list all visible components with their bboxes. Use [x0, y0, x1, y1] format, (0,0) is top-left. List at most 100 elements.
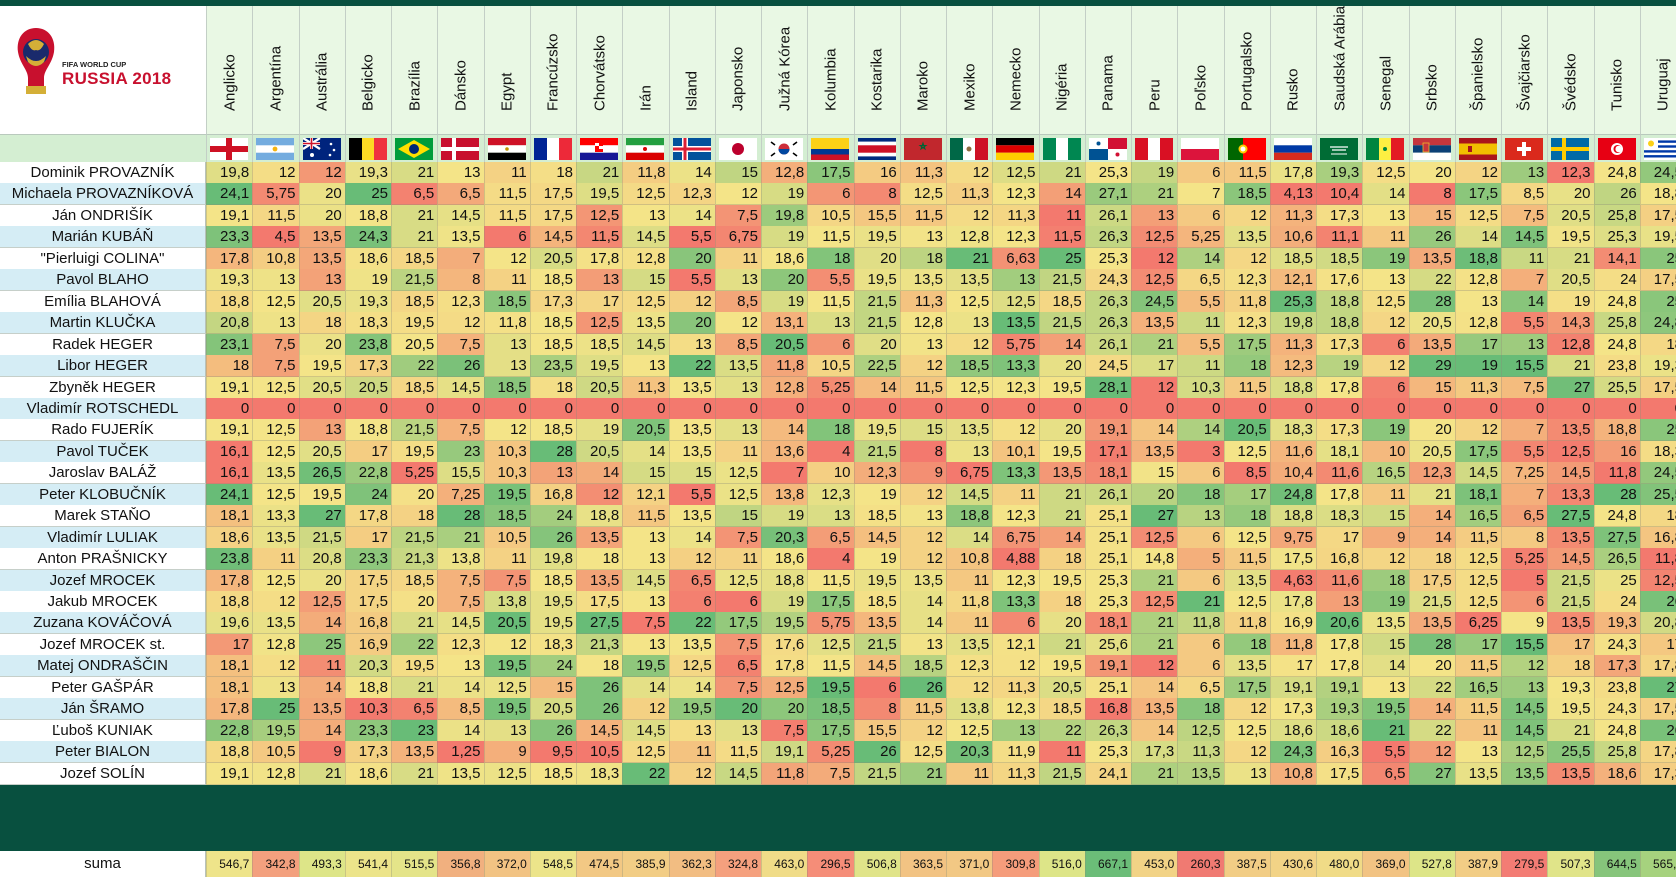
- score-cell[interactable]: 7,5: [714, 526, 761, 549]
- score-cell[interactable]: 13: [668, 333, 715, 356]
- score-cell[interactable]: 25,5: [1593, 376, 1640, 399]
- sum-cell[interactable]: 527,8: [1408, 851, 1455, 877]
- score-cell[interactable]: 13: [622, 204, 669, 227]
- score-cell[interactable]: 13,5: [437, 762, 484, 785]
- score-cell[interactable]: 21: [1547, 719, 1594, 742]
- score-cell[interactable]: 25,1: [1084, 548, 1131, 571]
- score-cell[interactable]: 12,5: [1454, 548, 1501, 571]
- score-cell[interactable]: 13: [576, 269, 623, 292]
- score-cell[interactable]: 11,3: [1454, 376, 1501, 399]
- score-cell[interactable]: 17,3: [1316, 204, 1363, 227]
- score-cell[interactable]: 6: [1177, 569, 1224, 592]
- score-cell[interactable]: 12,5: [252, 483, 299, 506]
- score-cell[interactable]: 20: [298, 183, 345, 206]
- score-cell[interactable]: 7,5: [483, 569, 530, 592]
- score-cell[interactable]: 12: [946, 204, 993, 227]
- score-cell[interactable]: 13: [252, 676, 299, 699]
- score-cell[interactable]: 13: [298, 269, 345, 292]
- score-cell[interactable]: 22: [391, 633, 438, 656]
- score-cell[interactable]: 21,5: [853, 290, 900, 313]
- score-cell[interactable]: 21,5: [853, 762, 900, 785]
- score-cell[interactable]: 25: [1639, 247, 1676, 270]
- score-cell[interactable]: 12,5: [298, 591, 345, 613]
- score-cell[interactable]: 24,5: [1131, 290, 1178, 313]
- score-cell[interactable]: 19,3: [1316, 698, 1363, 721]
- score-cell[interactable]: 19,8: [206, 162, 253, 184]
- score-cell[interactable]: 13: [529, 462, 576, 485]
- score-cell[interactable]: 12,5: [1547, 440, 1594, 463]
- score-cell[interactable]: 7,25: [437, 483, 484, 506]
- score-cell[interactable]: 12,3: [807, 483, 854, 506]
- score-cell[interactable]: 13,5: [1223, 569, 1270, 592]
- score-cell[interactable]: 13: [622, 526, 669, 549]
- score-cell[interactable]: 12,5: [992, 162, 1039, 184]
- score-cell[interactable]: 21,5: [1547, 569, 1594, 592]
- score-cell[interactable]: 18,8: [344, 419, 391, 442]
- score-cell[interactable]: 13,5: [1038, 462, 1085, 485]
- score-cell[interactable]: 19,1: [761, 741, 808, 764]
- score-cell[interactable]: 16,8: [1316, 548, 1363, 571]
- score-cell[interactable]: 13,5: [1131, 440, 1178, 463]
- score-cell[interactable]: 8: [853, 183, 900, 206]
- score-cell[interactable]: 11,3: [992, 676, 1039, 699]
- score-cell[interactable]: 16,5: [1454, 676, 1501, 699]
- score-cell[interactable]: 11,5: [807, 655, 854, 678]
- score-cell[interactable]: 14: [853, 376, 900, 399]
- score-cell[interactable]: 18,5: [576, 333, 623, 356]
- score-cell[interactable]: 20,5: [576, 376, 623, 399]
- score-cell[interactable]: 13,5: [298, 698, 345, 721]
- score-cell[interactable]: 18,8: [344, 676, 391, 699]
- score-cell[interactable]: 12,8: [899, 312, 946, 335]
- score-cell[interactable]: 14: [899, 591, 946, 613]
- score-cell[interactable]: 11,5: [899, 204, 946, 227]
- score-cell[interactable]: 12: [668, 762, 715, 785]
- score-cell[interactable]: 6,5: [391, 698, 438, 721]
- score-cell[interactable]: 13,5: [668, 440, 715, 463]
- score-cell[interactable]: 13,5: [1131, 698, 1178, 721]
- score-cell[interactable]: 13,5: [252, 526, 299, 549]
- score-cell[interactable]: 7,5: [437, 419, 484, 442]
- score-cell[interactable]: 18,5: [1316, 247, 1363, 270]
- score-cell[interactable]: 0: [483, 397, 530, 420]
- score-cell[interactable]: 18,8: [1316, 290, 1363, 313]
- score-cell[interactable]: 7,5: [437, 591, 484, 613]
- score-cell[interactable]: 13,5: [622, 312, 669, 335]
- score-cell[interactable]: 11,6: [1269, 440, 1316, 463]
- score-cell[interactable]: 20: [298, 204, 345, 227]
- score-cell[interactable]: 18,5: [1038, 290, 1085, 313]
- score-cell[interactable]: 21: [1547, 247, 1594, 270]
- score-cell[interactable]: 13: [252, 312, 299, 335]
- score-cell[interactable]: 13,8: [761, 483, 808, 506]
- score-cell[interactable]: 17,3: [1269, 698, 1316, 721]
- score-cell[interactable]: 14,5: [1454, 462, 1501, 485]
- score-cell[interactable]: 22: [391, 355, 438, 378]
- score-cell[interactable]: 13,3: [992, 591, 1039, 613]
- score-cell[interactable]: 12: [483, 247, 530, 270]
- score-cell[interactable]: 0: [714, 397, 761, 420]
- score-cell[interactable]: 22: [1408, 676, 1455, 699]
- score-cell[interactable]: 8,5: [437, 698, 484, 721]
- score-cell[interactable]: 11,5: [807, 290, 854, 313]
- score-cell[interactable]: 12: [946, 676, 993, 699]
- score-cell[interactable]: 12: [483, 633, 530, 656]
- score-cell[interactable]: 19: [761, 226, 808, 249]
- score-cell[interactable]: 18,5: [529, 419, 576, 442]
- score-cell[interactable]: 17,5: [1639, 698, 1676, 721]
- score-cell[interactable]: 14: [576, 462, 623, 485]
- score-cell[interactable]: 24,3: [1593, 633, 1640, 656]
- score-cell[interactable]: 20: [1038, 355, 1085, 378]
- score-cell[interactable]: 19,5: [298, 483, 345, 506]
- score-cell[interactable]: 21: [391, 762, 438, 785]
- score-cell[interactable]: 29: [1408, 355, 1455, 378]
- score-cell[interactable]: 10,3: [344, 698, 391, 721]
- sum-cell[interactable]: 309,8: [992, 851, 1039, 877]
- score-cell[interactable]: 24: [1593, 591, 1640, 613]
- score-cell[interactable]: 19,5: [1362, 698, 1409, 721]
- score-cell[interactable]: 14: [1038, 333, 1085, 356]
- score-cell[interactable]: 0: [206, 397, 253, 420]
- score-cell[interactable]: 11: [992, 483, 1039, 506]
- score-cell[interactable]: 21: [1408, 483, 1455, 506]
- score-cell[interactable]: 27,5: [576, 612, 623, 635]
- score-cell[interactable]: 18,1: [1084, 462, 1131, 485]
- score-cell[interactable]: 19,5: [807, 676, 854, 699]
